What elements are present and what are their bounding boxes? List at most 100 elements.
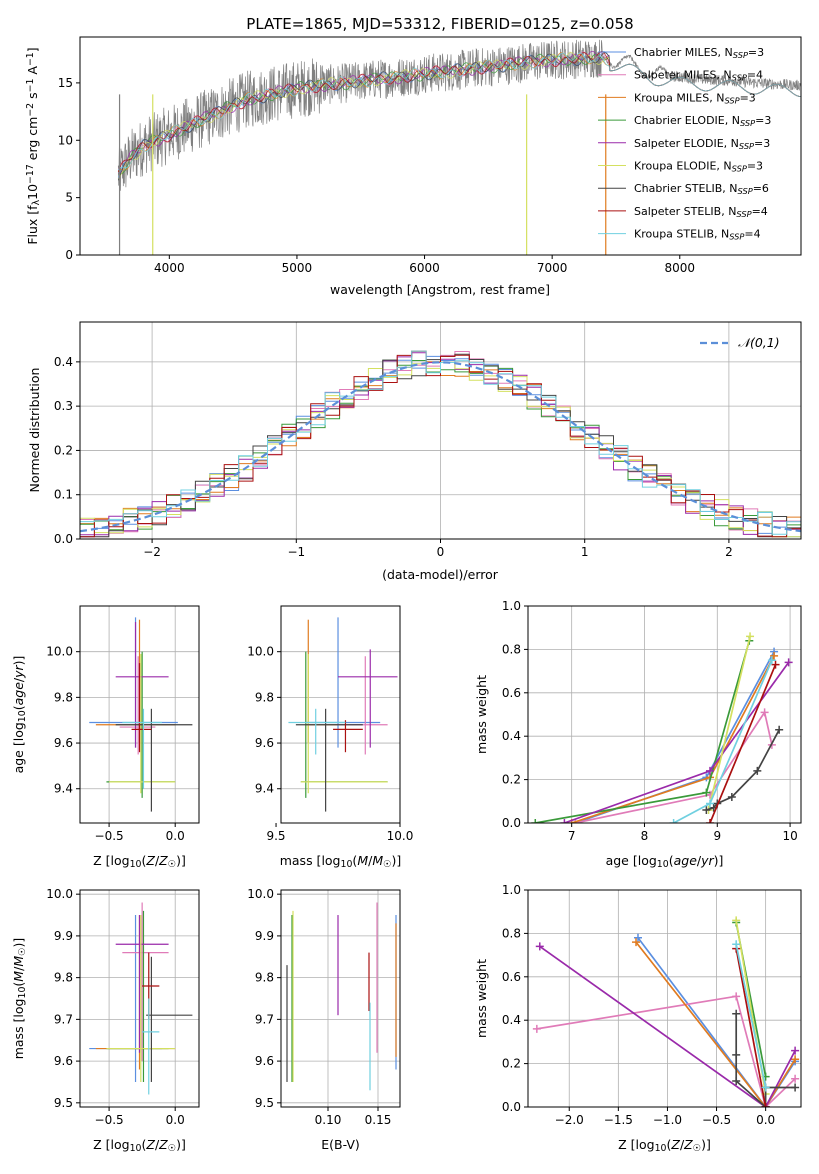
y-tick-label: 9.5: [255, 1096, 274, 1110]
y-tick-label: 0.4: [502, 729, 521, 743]
x-axis-label: Z [log10(Z/Z☉)]: [93, 853, 186, 870]
label-part: log: [11, 722, 26, 741]
label-part: log: [111, 853, 130, 868]
label-part: log: [11, 999, 26, 1018]
axes-z_age: −0.5 0.0 9.4 9.6 9.8 10.0: [46, 605, 200, 843]
label-part: −1: [25, 79, 36, 93]
label-part: /: [11, 966, 26, 971]
y-tick-label: 10.0: [46, 645, 73, 659]
axes-frame: [79, 605, 200, 824]
weight-line-krou_miles: [635, 941, 796, 1107]
x-tick-label: −0.5: [95, 1113, 124, 1127]
y-axis-label: age [log10(age/yr)]: [11, 656, 28, 774]
histogram-krou_stelib: [80, 350, 801, 538]
weight-marker-krou_miles: [632, 938, 641, 947]
label-part: log: [636, 1137, 655, 1152]
label-part: )]: [11, 656, 26, 666]
legend-sub: SSP: [740, 118, 755, 128]
weight-marker-salp_miles: [760, 708, 769, 717]
x-tick-label: 10: [782, 829, 797, 843]
weight-marker-krou_stelib: [767, 656, 776, 665]
label-part: )]: [11, 938, 26, 948]
x-tick-label: −0.5: [95, 829, 124, 843]
label-part: yr: [700, 853, 714, 868]
x-axis-label: Z [log10(Z/Z☉)]: [618, 1137, 711, 1154]
y-tick-label: 5: [65, 191, 73, 205]
label-part: (: [669, 853, 674, 868]
y-tick-label: 0.0: [54, 532, 73, 546]
label-part: ☉: [383, 859, 391, 870]
label-part: Z [: [93, 1137, 110, 1152]
legend-sub: SSP: [739, 141, 754, 151]
label-part: 10: [17, 987, 28, 999]
weight-marker-chab_stelib: [753, 766, 762, 775]
legend-label-chab_elodie: Chabrier ELODIE, NSSP=3: [634, 114, 771, 128]
weight-marker-salp_elodie: [560, 819, 569, 823]
weight-marker-salp_miles: [791, 1074, 800, 1083]
weight-line-krou_elodie: [707, 636, 751, 811]
weight-marker-krou_miles: [791, 1055, 800, 1064]
y-tick-label: 0.4: [54, 355, 73, 369]
legend-sub: SSP: [732, 164, 747, 174]
axes-residuals: −2 −1 0 1 2 0.0 0.1 0.2 0.3 0.4: [54, 321, 802, 559]
y-tick-label: 0.4: [502, 1013, 521, 1027]
axes-frame: [79, 889, 200, 1108]
label-part: log: [638, 853, 657, 868]
weight-line-salp_miles: [536, 995, 796, 1107]
axes-frame: [280, 605, 401, 824]
legend-text: Salpeter STELIB, N: [634, 205, 736, 218]
label-part: Flux [f: [25, 205, 40, 245]
weight-line-salp_stelib: [735, 948, 767, 1107]
chart-title: PLATE=1865, MJD=53312, FIBERID=0125, z=0…: [246, 15, 633, 33]
x-tick-label: −1.0: [653, 1113, 682, 1127]
y-tick-label: 9.6: [255, 1054, 274, 1068]
label-part: 10: [655, 1143, 667, 1154]
legend-label: 𝒩(0,1): [738, 335, 780, 350]
label-part: Z: [683, 1137, 693, 1152]
label-part: Z: [158, 1137, 168, 1152]
weight-line-salp_miles: [575, 710, 773, 823]
label-part: age: [674, 853, 698, 868]
legend-text: Chabrier MILES, N: [634, 46, 733, 59]
x-tick-label: 0.10: [315, 1113, 342, 1127]
weight-marker-chab_miles: [633, 933, 642, 942]
label-part: M: [357, 853, 368, 868]
label-part: 10: [130, 1143, 142, 1154]
label-part: λ: [31, 199, 42, 205]
x-tick-label: 2: [725, 545, 733, 559]
label-part: Z [: [618, 1137, 635, 1152]
x-tick-label: 0: [437, 545, 445, 559]
legend-sub: SSP: [738, 186, 753, 196]
legend-sub: SSP: [736, 209, 751, 219]
label-part: log: [321, 853, 340, 868]
label-part: (: [352, 853, 357, 868]
y-tick-label: 0.1: [54, 488, 73, 502]
y-tick-label: 0: [65, 248, 73, 262]
y-tick-label: 0.8: [502, 642, 521, 656]
y-axis-label: mass weight: [474, 959, 489, 1038]
y-tick-label: 9.8: [54, 971, 73, 985]
weight-marker-salp_stelib: [706, 819, 714, 823]
legend-text: Chabrier ELODIE, N: [634, 114, 740, 127]
weight-marker-salp_miles: [732, 992, 741, 1001]
y-tick-label: 9.8: [255, 690, 274, 704]
legend-text: =4: [744, 228, 760, 241]
legend-text: Salpeter ELODIE, N: [634, 137, 739, 150]
label-part: age: [11, 682, 26, 706]
y-tick-label: 9.5: [54, 1096, 73, 1110]
legend-text: =4: [747, 69, 763, 82]
y-tick-label: 0.3: [54, 399, 73, 413]
axes-frame: [280, 889, 401, 1108]
label-part: yr: [11, 664, 26, 678]
plot-area-z_weight: [532, 916, 800, 1107]
y-tick-label: 0.6: [502, 970, 521, 984]
axes-frame: [527, 605, 802, 824]
plot-area-z_age: [89, 617, 193, 812]
label-part: −1: [25, 52, 36, 66]
legend-sub: SSP: [733, 50, 748, 60]
label-part: /: [11, 677, 26, 682]
label-part: /: [155, 853, 160, 868]
label-part: )]: [176, 1137, 186, 1152]
legend-text: =3: [747, 160, 763, 173]
